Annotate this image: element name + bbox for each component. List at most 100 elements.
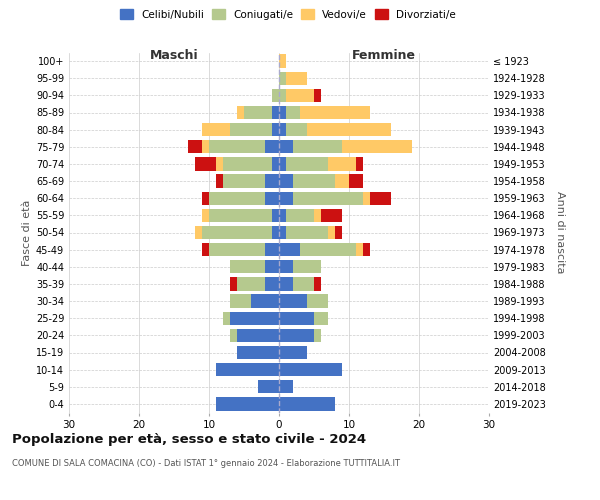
- Bar: [216, 174, 223, 188]
- Bar: [188, 140, 202, 153]
- Bar: [265, 260, 279, 274]
- Bar: [279, 346, 307, 359]
- Text: Popolazione per età, sesso e stato civile - 2024: Popolazione per età, sesso e stato civil…: [12, 432, 366, 446]
- Bar: [300, 243, 356, 256]
- Bar: [293, 260, 321, 274]
- Bar: [216, 363, 279, 376]
- Bar: [363, 243, 370, 256]
- Bar: [279, 277, 293, 290]
- Bar: [328, 226, 335, 239]
- Bar: [230, 294, 251, 308]
- Bar: [314, 88, 321, 102]
- Bar: [230, 312, 279, 325]
- Bar: [223, 312, 230, 325]
- Bar: [209, 243, 265, 256]
- Bar: [370, 192, 391, 205]
- Bar: [265, 174, 279, 188]
- Bar: [251, 294, 279, 308]
- Bar: [279, 328, 314, 342]
- Bar: [265, 140, 279, 153]
- Bar: [272, 208, 279, 222]
- Bar: [279, 157, 286, 170]
- Bar: [335, 174, 349, 188]
- Bar: [272, 123, 279, 136]
- Bar: [202, 208, 209, 222]
- Bar: [209, 208, 272, 222]
- Bar: [342, 140, 412, 153]
- Bar: [286, 157, 328, 170]
- Bar: [202, 243, 209, 256]
- Bar: [349, 174, 363, 188]
- Bar: [265, 243, 279, 256]
- Bar: [265, 192, 279, 205]
- Text: Femmine: Femmine: [352, 49, 416, 62]
- Bar: [279, 140, 293, 153]
- Bar: [286, 72, 307, 85]
- Bar: [216, 157, 223, 170]
- Bar: [335, 226, 342, 239]
- Legend: Celibi/Nubili, Coniugati/e, Vedovi/e, Divorziati/e: Celibi/Nubili, Coniugati/e, Vedovi/e, Di…: [116, 5, 460, 24]
- Bar: [279, 123, 286, 136]
- Bar: [202, 192, 209, 205]
- Bar: [216, 397, 279, 410]
- Bar: [356, 157, 363, 170]
- Bar: [314, 277, 321, 290]
- Bar: [223, 157, 272, 170]
- Bar: [328, 157, 356, 170]
- Bar: [195, 157, 216, 170]
- Bar: [279, 380, 293, 394]
- Bar: [314, 328, 321, 342]
- Bar: [314, 312, 328, 325]
- Bar: [272, 88, 279, 102]
- Bar: [202, 123, 230, 136]
- Text: Maschi: Maschi: [149, 49, 199, 62]
- Bar: [195, 226, 202, 239]
- Bar: [279, 363, 342, 376]
- Bar: [237, 328, 279, 342]
- Bar: [237, 346, 279, 359]
- Bar: [230, 277, 237, 290]
- Bar: [293, 140, 342, 153]
- Bar: [244, 106, 272, 119]
- Bar: [202, 226, 272, 239]
- Bar: [230, 328, 237, 342]
- Bar: [272, 106, 279, 119]
- Bar: [272, 226, 279, 239]
- Bar: [202, 140, 209, 153]
- Bar: [279, 174, 293, 188]
- Bar: [237, 277, 265, 290]
- Bar: [279, 72, 286, 85]
- Bar: [314, 208, 321, 222]
- Bar: [279, 294, 307, 308]
- Bar: [279, 226, 286, 239]
- Bar: [279, 192, 293, 205]
- Bar: [279, 312, 314, 325]
- Bar: [307, 123, 391, 136]
- Bar: [237, 106, 244, 119]
- Bar: [293, 174, 335, 188]
- Bar: [209, 192, 265, 205]
- Bar: [223, 174, 265, 188]
- Bar: [272, 157, 279, 170]
- Bar: [286, 208, 314, 222]
- Bar: [279, 397, 335, 410]
- Bar: [286, 106, 300, 119]
- Bar: [293, 277, 314, 290]
- Bar: [279, 106, 286, 119]
- Bar: [363, 192, 370, 205]
- Bar: [209, 140, 265, 153]
- Bar: [279, 243, 300, 256]
- Bar: [321, 208, 342, 222]
- Bar: [307, 294, 328, 308]
- Bar: [230, 260, 265, 274]
- Bar: [286, 226, 328, 239]
- Bar: [286, 123, 307, 136]
- Y-axis label: Fasce di età: Fasce di età: [22, 200, 32, 266]
- Bar: [300, 106, 370, 119]
- Bar: [279, 88, 286, 102]
- Bar: [293, 192, 363, 205]
- Bar: [230, 123, 272, 136]
- Bar: [279, 260, 293, 274]
- Bar: [279, 54, 286, 68]
- Bar: [279, 208, 286, 222]
